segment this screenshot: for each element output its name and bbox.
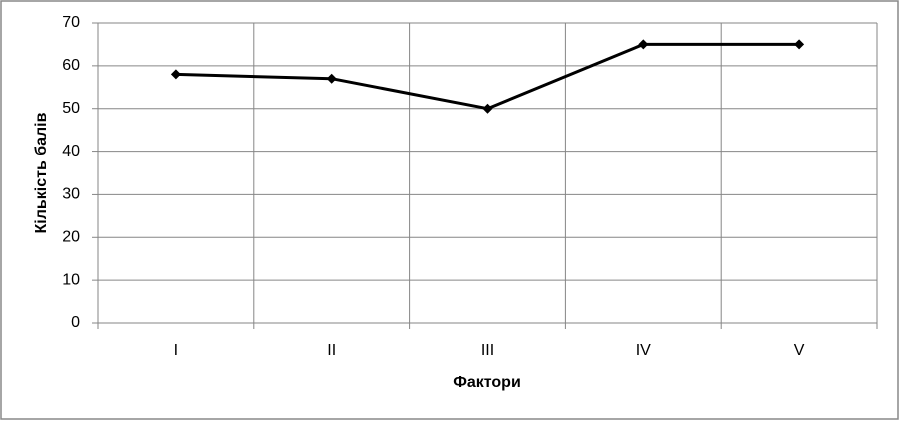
marker (482, 103, 493, 114)
y-tick-label: 50 (62, 100, 80, 117)
y-axis-title: Кількість балів (33, 112, 50, 233)
y-tick-label: 60 (62, 57, 80, 74)
y-tick-label: 0 (71, 314, 80, 331)
marker (638, 39, 649, 50)
y-tick-label: 30 (62, 186, 80, 203)
x-tick-label: IV (636, 342, 651, 359)
x-tick-label: III (481, 342, 494, 359)
marker (170, 69, 181, 80)
y-tick-label: 70 (62, 14, 80, 31)
x-axis-title: Фактори (453, 374, 521, 391)
y-tick-label: 40 (62, 143, 80, 160)
y-tick-label: 10 (62, 271, 80, 288)
marker (794, 39, 805, 50)
marker (326, 73, 337, 84)
x-tick-label: I (174, 342, 178, 359)
y-tick-label: 20 (62, 229, 80, 246)
x-tick-label: V (794, 342, 805, 359)
x-tick-label: II (327, 342, 336, 359)
